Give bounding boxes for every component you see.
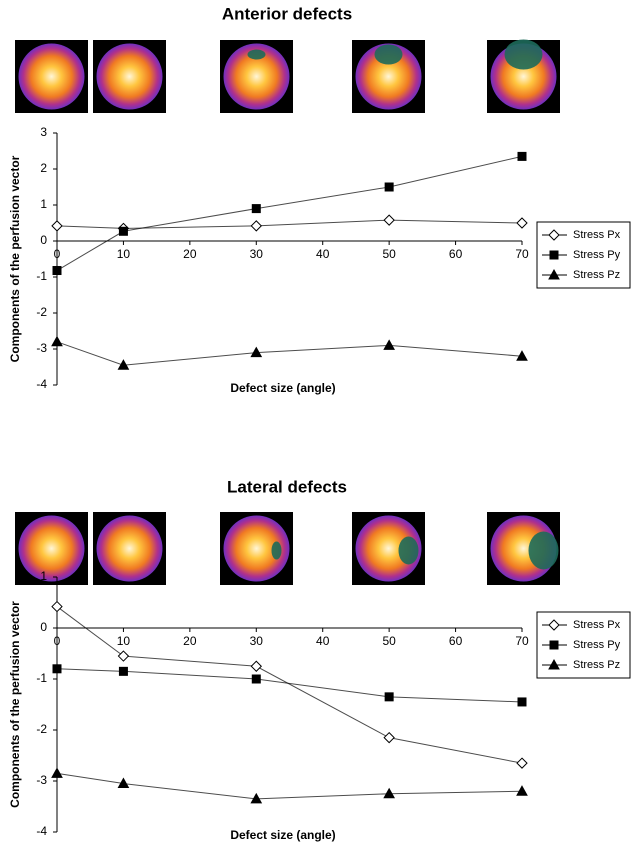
marker [517,758,527,768]
y-tick-label: -2 [36,305,47,319]
y-axis-title: Components of the perfusion vector [8,601,22,808]
y-tick-label: -2 [36,722,47,736]
marker [384,340,394,349]
marker [385,183,393,191]
defect [375,45,403,65]
series-line [57,342,522,365]
legend-label: Stress Py [573,639,621,651]
perfusion-map [97,516,163,582]
y-tick-label: -3 [36,341,47,355]
legend-label: Stress Py [573,249,621,261]
marker [550,251,558,259]
chart-title: Lateral defects [227,477,347,496]
x-tick-label: 70 [515,634,529,648]
y-tick-label: -4 [36,824,47,838]
x-tick-label: 70 [515,247,529,261]
x-tick-label: 60 [449,634,463,648]
y-tick-label: -4 [36,377,47,391]
marker [518,698,526,706]
x-tick-label: 60 [449,247,463,261]
x-tick-label: 50 [382,247,396,261]
series-line [57,607,522,764]
x-tick-label: 30 [250,634,264,648]
marker [252,675,260,683]
marker [52,602,62,612]
x-axis-title: Defect size (angle) [230,381,335,395]
x-tick-label: 40 [316,634,330,648]
legend-label: Stress Px [573,229,621,241]
marker [52,337,62,346]
marker [385,693,393,701]
marker [517,786,527,795]
x-tick-label: 10 [117,634,131,648]
perfusion-map [97,44,163,110]
perfusion-map [19,516,85,582]
y-tick-label: 3 [40,125,47,139]
y-tick-label: 1 [40,197,47,211]
marker [252,205,260,213]
x-tick-label: 30 [250,247,264,261]
y-tick-label: -3 [36,773,47,787]
x-tick-label: 10 [117,247,131,261]
x-tick-label: 0 [54,634,61,648]
y-axis-title: Components of the perfusion vector [8,155,22,362]
y-tick-label: 0 [40,233,47,247]
x-axis-title: Defect size (angle) [230,828,335,842]
x-tick-label: 50 [382,634,396,648]
marker [251,221,261,231]
marker [517,218,527,228]
y-tick-label: 0 [40,620,47,634]
y-tick-label: 1 [40,569,47,583]
y-tick-label: 2 [40,161,47,175]
x-tick-label: 40 [316,247,330,261]
y-tick-label: -1 [36,269,47,283]
marker [52,768,62,777]
legend-label: Stress Pz [573,659,620,671]
marker [53,665,61,673]
marker [384,733,394,743]
legend-label: Stress Px [573,619,621,631]
marker [119,667,127,675]
legend-label: Stress Pz [573,269,620,281]
defect [399,537,419,565]
marker [53,267,61,275]
defect [248,50,266,60]
marker [251,661,261,671]
x-tick-label: 20 [183,634,197,648]
marker [119,227,127,235]
marker [384,215,394,225]
perfusion-map [19,44,85,110]
x-tick-label: 0 [54,247,61,261]
x-tick-label: 20 [183,247,197,261]
marker [52,221,62,231]
marker [118,651,128,661]
chart-title: Anterior defects [222,4,352,23]
y-tick-label: -1 [36,671,47,685]
figure: Anterior defects-4-3-2-10123010203040506… [0,0,635,847]
defect [529,532,559,570]
defect [272,542,282,560]
marker [518,152,526,160]
marker [550,641,558,649]
defect [505,40,543,70]
